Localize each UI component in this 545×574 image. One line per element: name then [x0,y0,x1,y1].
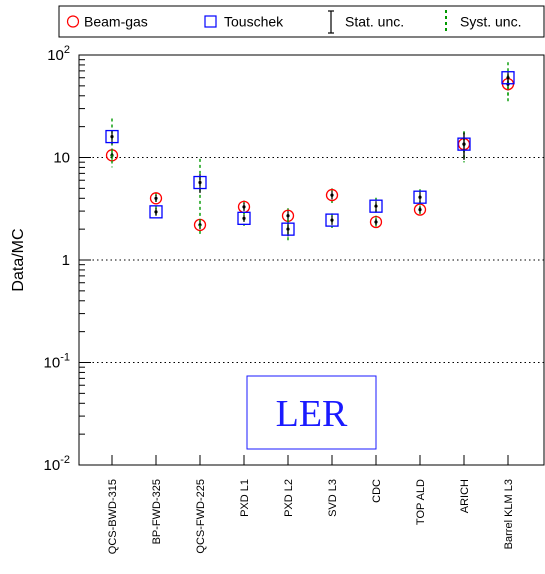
y-axis: 10-2 10-1 1 10 102 [44,44,91,474]
y-tick-label: 10-2 [44,454,70,474]
touschek-marker [105,129,119,144]
x-tick-label: TOP ALD [415,479,427,525]
grid [79,157,544,363]
beam-gas-marker [325,188,339,202]
central-value-dot [506,76,510,80]
y-tick-label: 1 [62,252,70,269]
touschek-marker [369,199,383,213]
x-tick-label: PXD L1 [239,479,251,517]
x-tick-label: SVD L3 [327,479,339,517]
x-tick-label: QCS-FWD-225 [195,479,207,554]
x-axis: QCS-BWD-315 BP-FWD-325 QCS-FWD-225 PXD L1 PX… [107,455,515,554]
legend-stat-label: Stat. unc. [345,14,404,30]
central-value-dot [374,220,378,224]
x-tick-label: ARICH [459,479,471,513]
central-value-dot [286,227,290,231]
touschek-marker [193,175,207,190]
legend-stat-marker [328,10,334,34]
central-value-dot [110,134,114,139]
touschek-point [457,131,471,163]
central-value-dot [198,180,202,185]
legend-frame [58,5,545,38]
touschek-marker [281,222,295,236]
legend-syst-label: Syst. unc. [460,14,521,30]
beam-gas-marker [149,192,163,205]
central-value-dot [374,204,378,208]
y-tick-label: 10-1 [44,352,70,372]
data-points [105,62,515,242]
touschek-marker [237,211,251,225]
central-value-dot [242,216,246,220]
touschek-point [413,189,427,207]
central-value-dot [242,205,246,209]
x-tick-label: Barrel KLM L3 [503,479,515,549]
legend: Beam-gas Touschek Stat. unc. Syst. unc. [58,5,545,38]
ler-stamp-text: LER [276,393,348,435]
beam-gas-point [413,203,427,216]
legend-touschek-label: Touschek [224,14,284,30]
ler-stamp: LER [246,375,377,450]
central-value-dot [154,196,158,200]
touschek-point [281,219,295,242]
beam-gas-point [325,188,339,203]
touschek-marker [501,71,515,85]
central-value-dot [154,210,158,214]
legend-touschek-marker [204,15,217,28]
y-tick-label: 10 [53,150,70,167]
x-tick-label: PXD L2 [283,479,295,517]
beam-gas-point [369,215,383,229]
y-axis-title: Data/MC [10,228,27,291]
central-value-dot [418,208,422,212]
ler-stamp-frame [246,375,377,450]
touschek-point [501,62,515,102]
central-value-dot [286,214,290,218]
central-value-dot [330,193,334,197]
touschek-marker [149,205,163,219]
touschek-marker [457,137,471,151]
y-tick-label: 102 [47,44,70,64]
central-value-dot [462,142,466,146]
touschek-marker [413,190,427,204]
touschek-point [325,213,339,229]
x-tick-label: QCS-BWD-315 [107,479,119,554]
touschek-point [149,205,163,219]
beam-gas-point [281,208,295,225]
x-tick-label: BP-FWD-325 [151,479,163,544]
central-value-dot [418,195,422,199]
touschek-point [237,211,251,226]
legend-beam-gas-label: Beam-gas [84,14,148,30]
legend-beam-gas-marker [66,15,80,28]
touschek-point [369,197,383,217]
touschek-point [193,158,207,237]
x-tick-label: CDC [371,479,383,503]
central-value-dot [330,218,334,222]
beam-gas-point [149,192,163,205]
touschek-marker [325,213,339,227]
touschek-point [105,118,119,168]
